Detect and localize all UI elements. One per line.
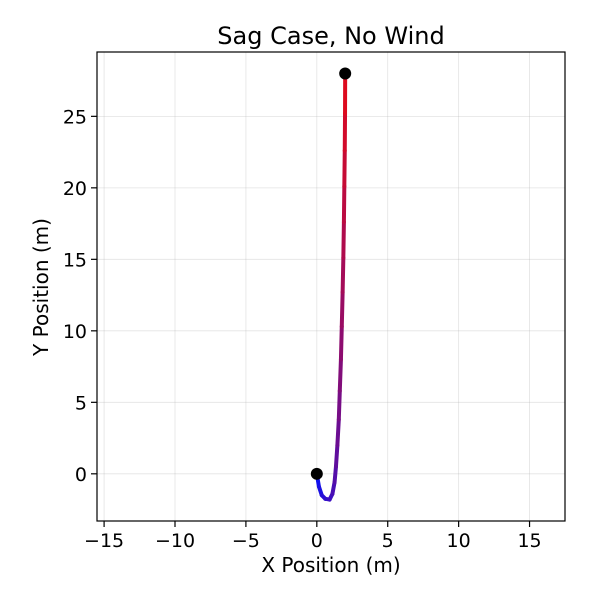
endpoint-marker [310,467,323,480]
y-tick-label: 20 [63,178,87,200]
y-tick-label: 0 [75,464,87,486]
plot-data [310,67,352,502]
chart-title: Sag Case, No Wind [217,22,444,50]
x-tick-label: 15 [517,530,541,552]
axis-ticks: −15 −10 −5 0 5 10 15 0 5 10 15 20 25 [63,106,542,552]
cable-segment [332,464,338,485]
cable-segment [337,357,343,393]
plot-frame [96,51,566,522]
x-tick-label: −10 [155,530,195,552]
cable-segment [338,324,344,362]
y-tick-label: 10 [63,321,87,343]
y-tick-label: 5 [75,392,87,414]
x-tick-label: 0 [311,530,323,552]
grid [97,52,565,521]
x-tick-label: −5 [232,530,260,552]
cable-segment [333,443,340,469]
cable-segment [335,417,341,448]
cable-segment [340,255,346,295]
cable-segment [341,220,346,260]
x-tick-label: 10 [447,530,471,552]
endpoint-marker [339,67,352,80]
y-tick-label: 15 [63,249,87,271]
x-tick-label: 5 [382,530,394,552]
x-axis-label: X Position (m) [261,553,400,577]
y-tick-label: 25 [63,106,87,128]
x-tick-label: −15 [84,530,124,552]
y-axis-label: Y Position (m) [29,218,53,357]
cable-segment [336,388,342,422]
cable-segment [339,290,345,329]
